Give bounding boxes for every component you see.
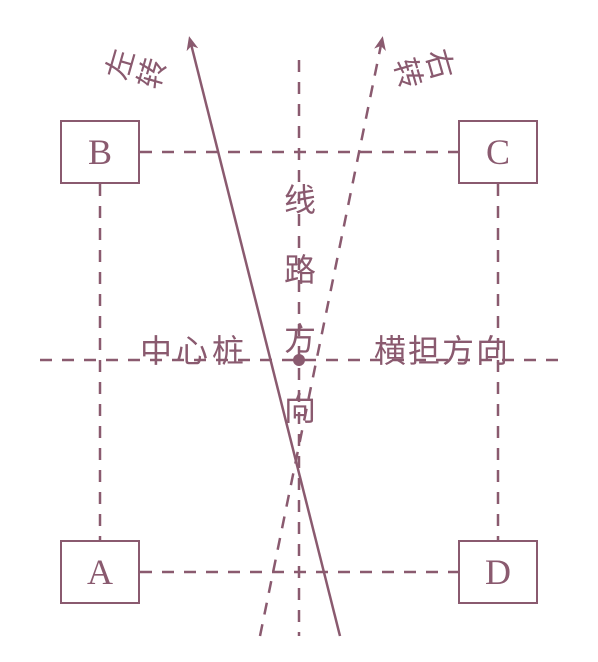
label-line-direction-ch4: 向 [284,389,316,431]
label-line-direction-ch1: 线 [284,180,316,222]
diagram-canvas: A B C D 左 转 右 转 线 路 方 向 中心桩 横担方向 [0,0,598,662]
box-d: D [458,540,538,604]
box-b: B [60,120,140,184]
label-crossarm-direction: 横担方向 [374,326,510,372]
box-a: A [60,540,140,604]
label-center-post: 中心桩 [140,326,248,372]
box-a-label: A [87,551,113,593]
label-line-direction: 线 路 方 向 [284,180,316,430]
box-c-label: C [486,131,510,173]
label-line-direction-ch3: 方 [284,319,316,361]
box-b-label: B [88,131,112,173]
box-c: C [458,120,538,184]
box-d-label: D [485,551,511,593]
label-line-direction-ch2: 路 [284,250,316,292]
